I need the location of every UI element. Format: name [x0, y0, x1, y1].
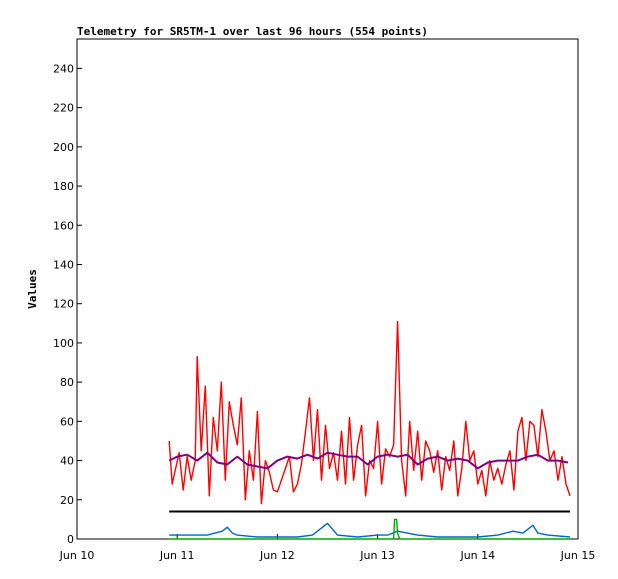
y-tick-label: 40	[60, 455, 74, 468]
plot-area	[76, 38, 579, 540]
y-tick-label: 0	[67, 533, 74, 546]
y-tick-label: 120	[53, 298, 74, 311]
y-tick-label: 140	[53, 258, 74, 271]
x-tick-label: Jun 11	[159, 549, 195, 562]
x-tick-label: Jun 13	[359, 549, 395, 562]
series-line-3	[169, 522, 571, 538]
series-line-1	[168, 451, 569, 470]
y-axis: 0 20 40 60 80 100 120 140 160 180 200 220 240	[53, 62, 82, 546]
y-tick-label: 20	[60, 494, 74, 507]
x-tick-label: Jun 14	[459, 549, 495, 562]
y-tick-label: 100	[53, 337, 74, 350]
x-tick-label: Jun 15	[560, 549, 596, 562]
y-tick-label: 160	[53, 219, 74, 232]
series-lines	[168, 320, 571, 540]
y-tick-label: 240	[53, 62, 74, 75]
y-axis-title: Values	[26, 269, 39, 309]
y-tick-label: 200	[53, 141, 74, 154]
y-tick-label: 80	[60, 376, 74, 389]
series-line-0	[168, 320, 571, 505]
series-line-4	[169, 518, 570, 540]
x-tick-label: Jun 12	[259, 549, 295, 562]
y-tick-label: 60	[60, 415, 74, 428]
y-tick-label: 180	[53, 180, 74, 193]
y-tick-label: 220	[53, 102, 74, 115]
chart-title: Telemetry for SR5TM-1 over last 96 hours…	[77, 25, 428, 38]
x-tick-label: Jun 10	[59, 549, 95, 562]
x-axis: Jun 10 Jun 11 Jun 12 Jun 13 Jun 14 Jun 15	[59, 534, 596, 562]
